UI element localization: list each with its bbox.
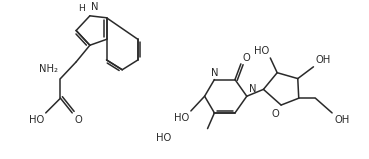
Text: HO: HO <box>254 46 269 56</box>
Text: HO: HO <box>28 115 44 125</box>
Text: O: O <box>74 115 82 125</box>
Text: N: N <box>249 84 256 94</box>
Text: OH: OH <box>334 115 349 125</box>
Text: HO: HO <box>156 133 171 143</box>
Text: NH₂: NH₂ <box>39 64 58 74</box>
Text: O: O <box>243 53 251 63</box>
Text: H: H <box>78 4 85 13</box>
Text: HO: HO <box>174 113 189 123</box>
Text: N: N <box>211 68 218 78</box>
Text: O: O <box>271 109 279 119</box>
Text: OH: OH <box>315 55 331 65</box>
Text: N: N <box>91 2 99 12</box>
